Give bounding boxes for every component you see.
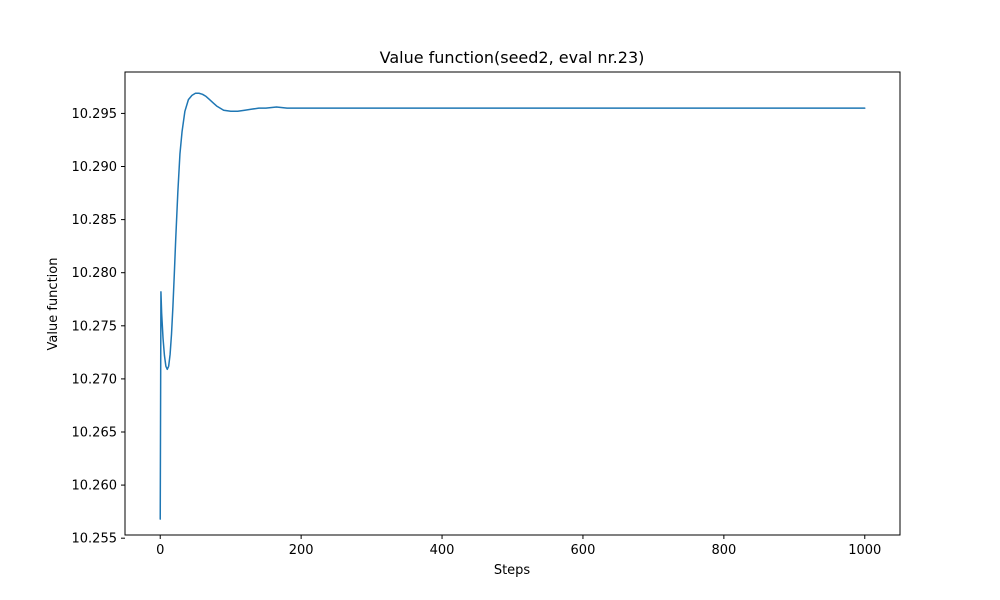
x-tick-label: 1000 (848, 543, 881, 558)
x-tick-label: 0 (156, 543, 164, 558)
x-tick-label: 800 (711, 543, 736, 558)
y-tick-label: 10.255 (72, 532, 118, 547)
y-tick-label: 10.295 (72, 107, 118, 122)
y-tick-label: 10.290 (72, 160, 118, 175)
chart-title: Value function(seed2, eval nr.23) (380, 48, 645, 67)
y-tick-label: 10.275 (72, 319, 118, 334)
axis-ticks: 0 200 400 600 800 1000 10.255 10.260 10.265 10.27… (72, 107, 882, 558)
y-tick-label: 10.265 (72, 425, 118, 440)
x-axis-label: Steps (494, 563, 531, 578)
y-axis-label: Value function (46, 258, 61, 351)
plot-series (159, 92, 866, 520)
x-tick-label: 600 (571, 543, 596, 558)
y-tick-label: 10.285 (72, 213, 118, 228)
y-tick-label: 10.260 (72, 479, 118, 494)
x-tick-label: 200 (289, 543, 314, 558)
y-tick-label: 10.280 (72, 266, 118, 281)
plot-area-frame (124, 71, 901, 536)
x-tick-label: 400 (430, 543, 455, 558)
y-tick-label: 10.270 (72, 372, 118, 387)
series-line-0 (159, 92, 866, 520)
